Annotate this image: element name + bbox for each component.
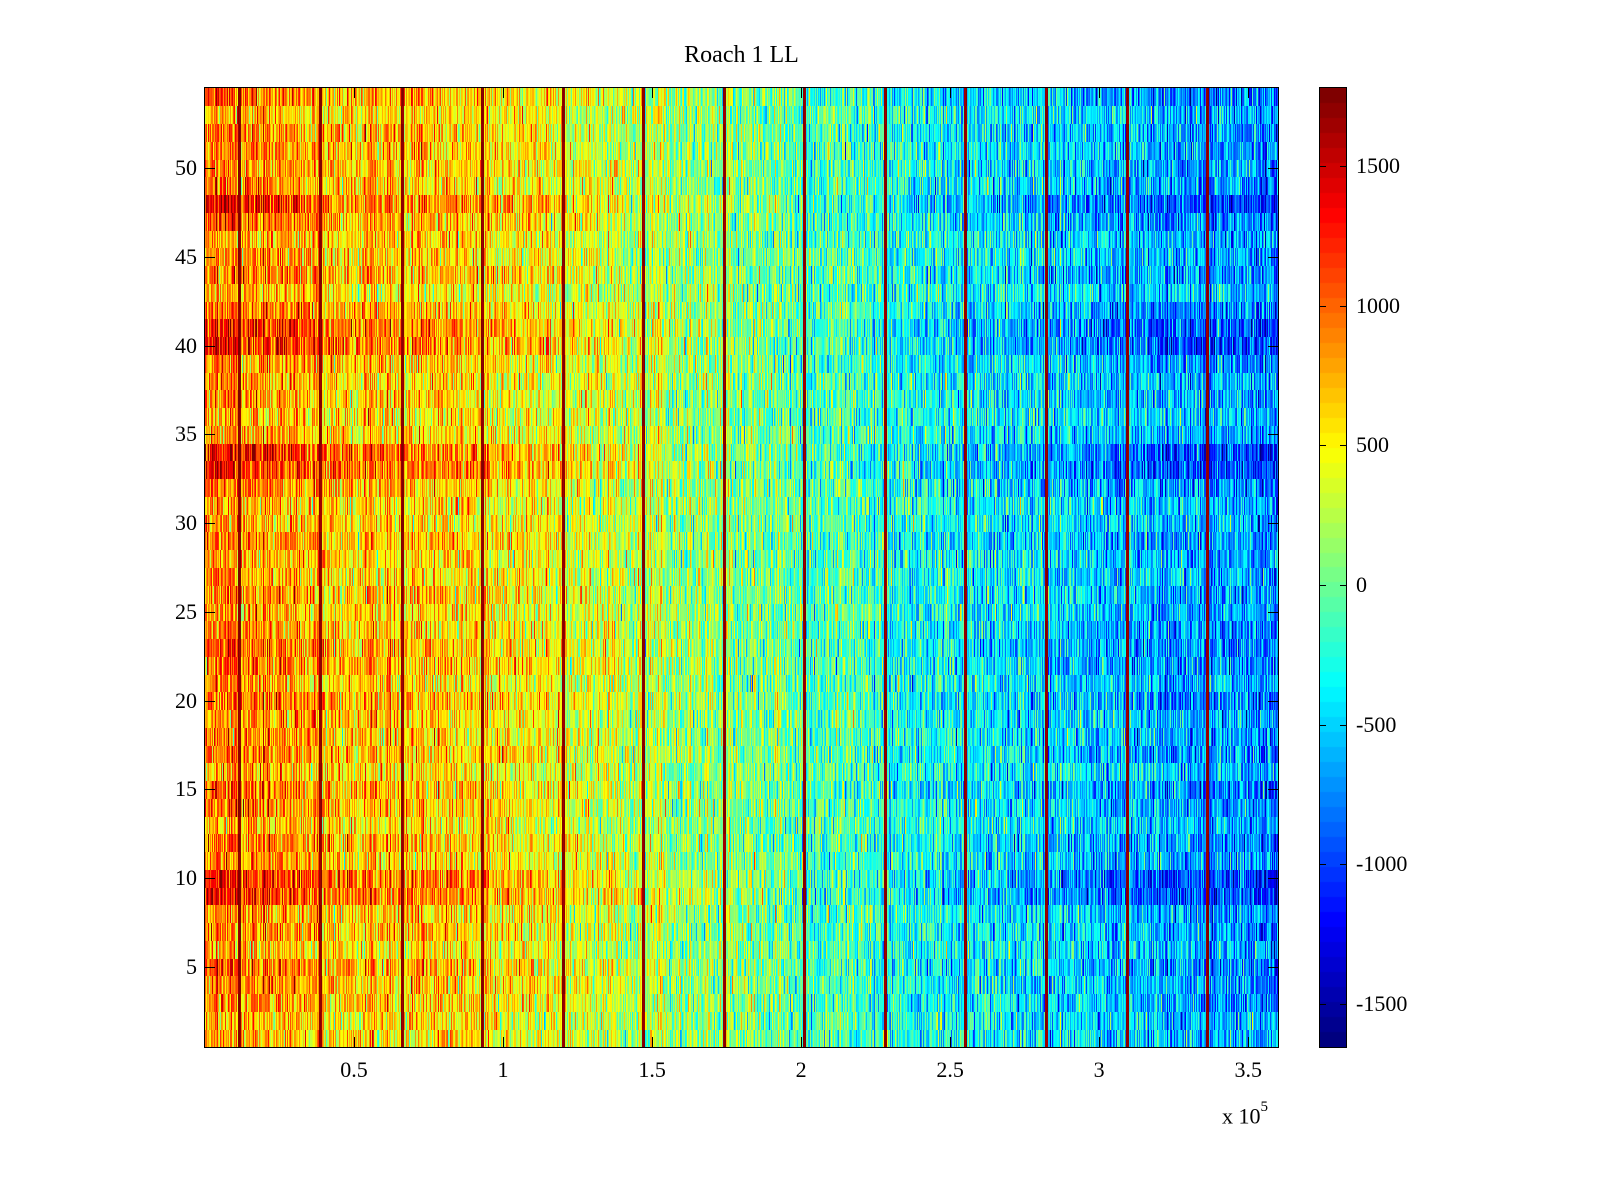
y-tick-mark <box>205 789 215 791</box>
y-tick-mark <box>205 611 215 613</box>
colorbar-tick-label: 0 <box>1356 571 1367 597</box>
x-tick-mark-top <box>354 88 356 98</box>
y-tick-mark <box>205 967 215 969</box>
colorbar-tick-mark-right <box>1340 445 1346 447</box>
y-tick-mark <box>205 256 215 258</box>
colorbar-tick-mark <box>1320 864 1326 866</box>
colorbar-tick-label: -500 <box>1356 711 1397 737</box>
y-tick-label: 20 <box>175 687 197 713</box>
chart-title: Roach 1 LL <box>684 42 799 68</box>
x-tick-label: 1.5 <box>638 1057 666 1082</box>
x-tick-mark-top <box>652 88 654 98</box>
x-tick-mark <box>1099 1037 1101 1047</box>
y-tick-label: 40 <box>175 332 197 358</box>
colorbar-tick-mark <box>1320 584 1326 586</box>
y-tick-mark-right <box>1268 878 1278 880</box>
colorbar-tick-mark-right <box>1340 584 1346 586</box>
y-tick-mark-right <box>1268 434 1278 436</box>
y-tick-mark-right <box>1268 789 1278 791</box>
x-multiplier-exponent: 5 <box>1260 1099 1269 1115</box>
colorbar-tick-label: -1000 <box>1356 851 1408 877</box>
x-tick-mark-top <box>950 88 952 98</box>
y-tick-label: 30 <box>175 510 197 536</box>
colorbar-tick-label: 1000 <box>1356 292 1400 318</box>
y-tick-label: 15 <box>175 776 197 802</box>
x-tick-label: 2.5 <box>936 1057 964 1082</box>
y-tick-mark <box>205 167 215 169</box>
x-tick-mark <box>354 1037 356 1047</box>
y-tick-label: 35 <box>175 421 197 447</box>
y-tick-label: 5 <box>186 954 197 980</box>
colorbar-tick-mark <box>1320 1003 1326 1005</box>
y-tick-mark-right <box>1268 700 1278 702</box>
x-tick-mark-top <box>503 88 505 98</box>
y-tick-mark <box>205 700 215 702</box>
x-axis-multiplier: x 105 <box>1222 1099 1268 1129</box>
colorbar-tick-mark <box>1320 445 1326 447</box>
colorbar-tick-mark-right <box>1340 305 1346 307</box>
colorbar-tick-label: -1500 <box>1356 990 1408 1016</box>
y-tick-mark-right <box>1268 167 1278 169</box>
x-tick-label: 1 <box>497 1057 509 1082</box>
y-tick-mark <box>205 345 215 347</box>
y-tick-mark-right <box>1268 523 1278 525</box>
y-tick-mark-right <box>1268 967 1278 969</box>
colorbar-tick-mark <box>1320 724 1326 726</box>
y-tick-mark <box>205 434 215 436</box>
y-tick-mark <box>205 523 215 525</box>
x-tick-mark <box>1248 1037 1250 1047</box>
plot-area <box>205 88 1278 1047</box>
y-tick-label: 25 <box>175 598 197 624</box>
x-tick-label: 2 <box>795 1057 807 1082</box>
colorbar-tick-label: 500 <box>1356 432 1389 458</box>
x-tick-mark <box>801 1037 803 1047</box>
x-tick-label: 3 <box>1093 1057 1105 1082</box>
x-tick-label: 3.5 <box>1234 1057 1262 1082</box>
colorbar-tick-mark-right <box>1340 165 1346 167</box>
colorbar-tick-label: 1500 <box>1356 152 1400 178</box>
colorbar-tick-mark-right <box>1340 1003 1346 1005</box>
y-tick-label: 10 <box>175 865 197 891</box>
x-tick-mark-top <box>1248 88 1250 98</box>
x-tick-mark-top <box>1099 88 1101 98</box>
colorbar-tick-mark-right <box>1340 864 1346 866</box>
x-tick-mark <box>950 1037 952 1047</box>
y-tick-mark-right <box>1268 345 1278 347</box>
x-tick-label: 0.5 <box>340 1057 368 1082</box>
colorbar-tick-mark-right <box>1340 724 1346 726</box>
colorbar-tick-mark <box>1320 165 1326 167</box>
y-tick-mark <box>205 878 215 880</box>
x-multiplier-base: x 10 <box>1222 1103 1261 1129</box>
y-tick-label: 50 <box>175 154 197 180</box>
colorbar <box>1320 88 1346 1047</box>
y-tick-mark-right <box>1268 256 1278 258</box>
heatmap-image <box>205 88 1278 1047</box>
x-tick-mark-top <box>801 88 803 98</box>
y-tick-label: 45 <box>175 243 197 269</box>
x-tick-mark <box>503 1037 505 1047</box>
y-tick-mark-right <box>1268 611 1278 613</box>
colorbar-tick-mark <box>1320 305 1326 307</box>
x-tick-mark <box>652 1037 654 1047</box>
